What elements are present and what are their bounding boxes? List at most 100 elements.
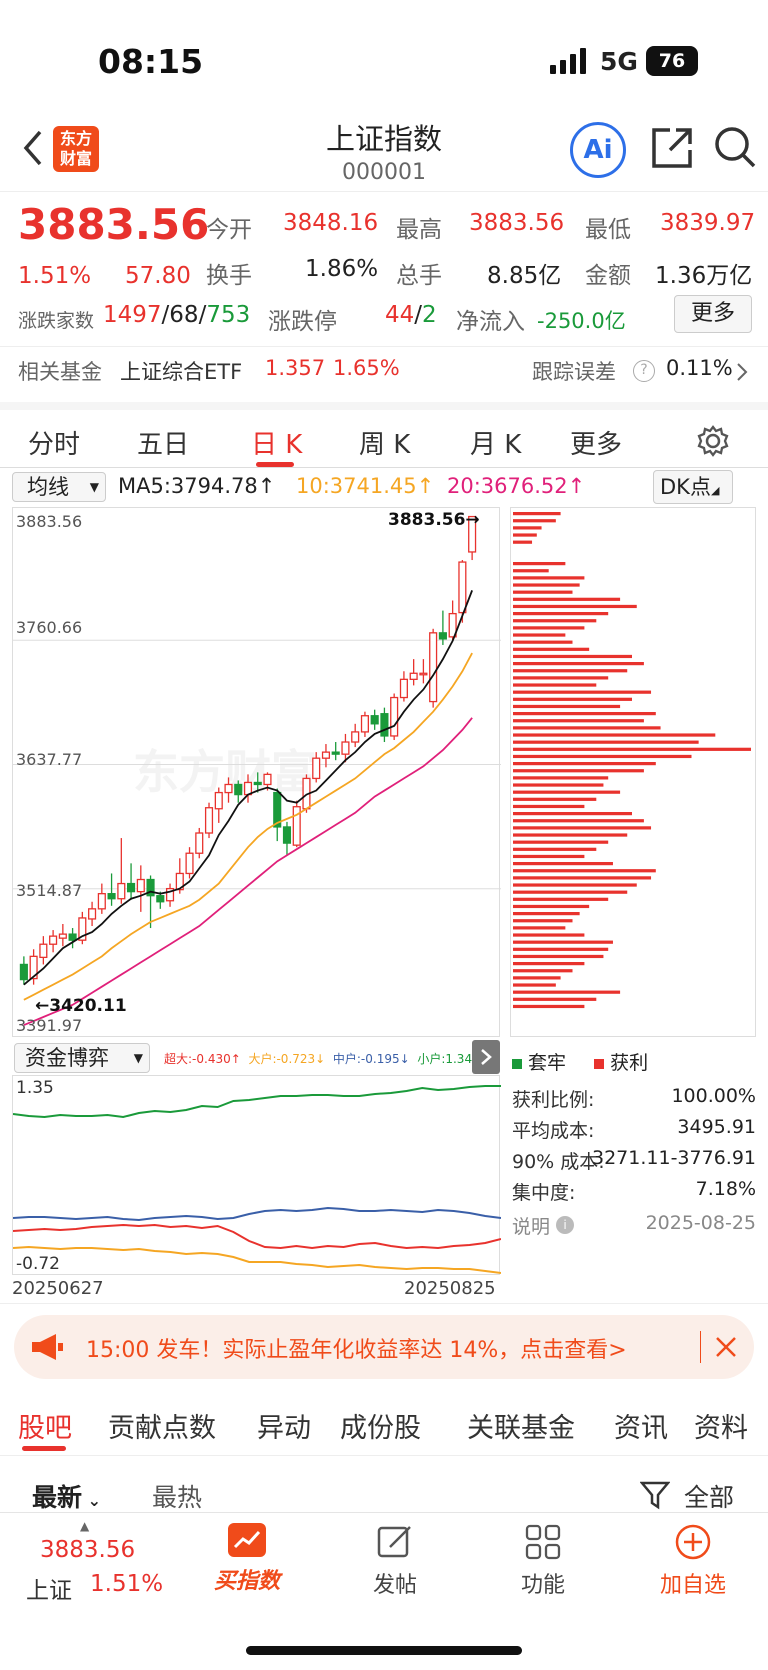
candle-body xyxy=(419,672,428,676)
flat-count: 68 xyxy=(169,302,199,328)
stock-code: 000001 xyxy=(342,160,426,185)
related-fund-row[interactable]: 相关基金 上证综合ETF 1.357 1.65% 跟踪误差 ? 0.11% xyxy=(0,350,768,394)
chip-bar xyxy=(513,690,652,694)
flow-expand-button[interactable] xyxy=(472,1040,500,1074)
filter-icon[interactable] xyxy=(639,1480,671,1514)
banner-divider xyxy=(700,1331,701,1363)
flow-select-label: 资金博弈 xyxy=(25,1046,109,1070)
candle-body xyxy=(263,773,272,786)
bottom-index-name: 上证 xyxy=(26,1578,72,1604)
ma5-label: MA5:3794.78↑ xyxy=(118,474,276,498)
flow-chart[interactable]: 1.35 -0.72 xyxy=(12,1075,502,1275)
date-start: 20250627 xyxy=(12,1278,104,1299)
chip-bar xyxy=(513,683,597,687)
candle-body xyxy=(468,515,477,553)
chart-up-icon xyxy=(228,1523,266,1557)
open-label: 今开 xyxy=(206,217,252,243)
close-icon[interactable] xyxy=(714,1335,738,1363)
tab-profile[interactable]: 资料 xyxy=(694,1413,748,1444)
active-tab-indicator xyxy=(256,462,294,467)
tab-five-day[interactable]: 五日 xyxy=(137,430,190,460)
buy-index-button[interactable]: 买指数 xyxy=(192,1523,302,1595)
add-watchlist-button[interactable]: 加自选 xyxy=(638,1523,748,1599)
chip-bar xyxy=(513,947,609,951)
flow-ymin: -0.72 xyxy=(16,1254,60,1274)
sort-hot[interactable]: 最热 xyxy=(152,1483,203,1512)
candle-body xyxy=(234,783,243,796)
section-gap xyxy=(0,1303,768,1304)
candle-body xyxy=(127,882,136,893)
profit-swatch xyxy=(594,1059,605,1069)
candle-body xyxy=(351,731,360,743)
chip-bar xyxy=(513,676,609,680)
filter-all[interactable]: 全部 xyxy=(684,1483,735,1512)
function-button[interactable]: 功能 xyxy=(488,1523,598,1599)
chip-bar xyxy=(513,590,573,594)
tab-constituents[interactable]: 成份股 xyxy=(340,1413,421,1444)
chip-bar xyxy=(513,1004,585,1009)
chip-bar xyxy=(513,933,585,937)
tab-news[interactable]: 资讯 xyxy=(614,1413,668,1444)
tab-intraday[interactable]: 分时 xyxy=(28,430,81,460)
limit-label: 涨跌停 xyxy=(268,309,337,335)
ma-select-label: 均线 xyxy=(27,475,69,499)
price-pct: 1.51% xyxy=(18,263,92,289)
tab-monthly-k[interactable]: 月 K xyxy=(470,430,522,460)
candle-body xyxy=(175,872,184,891)
kline-chart[interactable]: 东方财富 3883.56 3760.66 3637.77 3514.87 339… xyxy=(12,507,501,1037)
chip-bar xyxy=(513,783,604,787)
chip-bar xyxy=(513,712,656,716)
candle-body xyxy=(390,696,399,737)
chip-bar xyxy=(513,976,561,980)
bottom-pct: 1.51% xyxy=(90,1571,164,1597)
tab-contribution[interactable]: 贡献点数 xyxy=(108,1413,216,1444)
candle-body xyxy=(195,832,204,854)
chip-bar xyxy=(513,597,621,601)
low-label: 最低 xyxy=(585,217,631,243)
chip-bar xyxy=(513,897,609,901)
search-icon[interactable] xyxy=(712,124,758,170)
candle-body xyxy=(204,807,214,834)
flow-line xyxy=(12,1223,502,1250)
candle-body xyxy=(448,612,457,638)
flow-select[interactable]: 资金博弈 ▼ xyxy=(14,1043,150,1073)
back-icon[interactable] xyxy=(18,128,48,168)
tab-anomaly[interactable]: 异动 xyxy=(257,1413,311,1444)
flow-big: 大户:-0.723↓ xyxy=(248,1052,326,1066)
date-end: 20250825 xyxy=(404,1278,496,1299)
note-label[interactable]: 说明 xyxy=(512,1216,551,1238)
tab-more[interactable]: 更多 xyxy=(570,430,623,460)
y-label-2: 3760.66 xyxy=(16,618,83,637)
chip-bar xyxy=(513,919,573,923)
candle-body xyxy=(146,878,155,897)
sort-newest[interactable]: 最新 ⌄ xyxy=(32,1478,101,1514)
more-button[interactable]: 更多 xyxy=(674,295,752,333)
chevron-right-icon xyxy=(736,362,748,386)
share-icon[interactable] xyxy=(650,126,694,170)
breadth-values: 1497/68/753 xyxy=(103,302,251,328)
chip-bar xyxy=(513,669,628,673)
candle-body xyxy=(156,895,165,903)
chip-bar xyxy=(513,869,656,873)
brand-logo: 东方 财富 xyxy=(53,126,99,172)
cost90-label: 90% 成本: xyxy=(512,1151,605,1173)
tab-guba[interactable]: 股吧 xyxy=(18,1413,72,1444)
dk-select[interactable]: DK点◢ xyxy=(653,470,733,504)
info-icon[interactable]: i xyxy=(556,1216,574,1234)
tab-daily-k[interactable]: 日 K xyxy=(251,430,303,460)
chip-bar xyxy=(513,740,699,744)
bottom-price: 3883.56 xyxy=(40,1537,136,1563)
tab-weekly-k[interactable]: 周 K xyxy=(359,430,411,460)
candle-body xyxy=(292,806,301,846)
chip-bar xyxy=(513,640,573,644)
ma-select[interactable]: 均线 ▼ xyxy=(12,472,106,502)
chip-bar xyxy=(513,719,644,723)
caret-up-icon: ▲ xyxy=(80,1519,90,1533)
y-label-3: 3637.77 xyxy=(16,750,83,769)
settings-icon[interactable] xyxy=(696,424,730,462)
promo-banner[interactable]: 15:00 发车！实际止盈年化收益率达 14%，点击查看> xyxy=(14,1315,754,1379)
tab-related-funds[interactable]: 关联基金 xyxy=(467,1413,575,1444)
chip-bar xyxy=(513,569,549,573)
post-button[interactable]: 发帖 xyxy=(340,1523,450,1599)
ai-button[interactable]: Ai xyxy=(570,122,626,178)
